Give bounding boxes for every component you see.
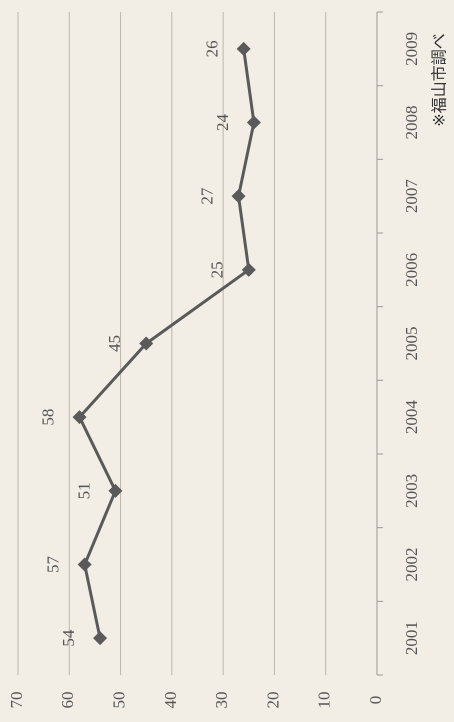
y-tick-label: 60 bbox=[58, 692, 77, 709]
x-tick-label: 2005 bbox=[402, 327, 421, 361]
y-tick-label: 40 bbox=[161, 692, 180, 709]
marker bbox=[77, 557, 92, 572]
marker bbox=[72, 410, 87, 425]
x-tick-label: 2002 bbox=[402, 548, 421, 582]
y-tick-label: 20 bbox=[263, 692, 282, 709]
x-tick-label: 2009 bbox=[402, 32, 421, 66]
x-tick-label: 2008 bbox=[402, 106, 421, 140]
y-tick-label: 50 bbox=[109, 692, 128, 709]
x-tick-label: 2001 bbox=[402, 621, 421, 655]
marker bbox=[108, 483, 123, 498]
marker bbox=[93, 631, 108, 646]
data-label: 58 bbox=[38, 409, 57, 426]
data-label: 45 bbox=[105, 335, 124, 352]
y-tick-label: 0 bbox=[366, 696, 385, 705]
y-tick-label: 30 bbox=[212, 692, 231, 709]
y-tick-label: 70 bbox=[7, 692, 26, 709]
x-tick-label: 2006 bbox=[402, 253, 421, 287]
data-label: 25 bbox=[208, 261, 227, 278]
data-label: 26 bbox=[203, 40, 222, 57]
marker bbox=[246, 115, 261, 130]
data-label: 57 bbox=[44, 556, 63, 574]
source-note: ※福山市調べ bbox=[430, 33, 449, 126]
data-label: 24 bbox=[213, 114, 232, 132]
x-tick-label: 2007 bbox=[402, 179, 421, 214]
data-label: 27 bbox=[197, 187, 216, 205]
marker bbox=[241, 262, 256, 277]
marker bbox=[236, 41, 251, 56]
x-tick-label: 2003 bbox=[402, 474, 421, 508]
y-tick-label: 10 bbox=[315, 692, 334, 709]
marker bbox=[231, 189, 246, 204]
data-label: 54 bbox=[59, 629, 78, 647]
x-tick-label: 2004 bbox=[402, 400, 421, 435]
marker bbox=[139, 336, 154, 351]
data-label: 51 bbox=[74, 482, 93, 499]
